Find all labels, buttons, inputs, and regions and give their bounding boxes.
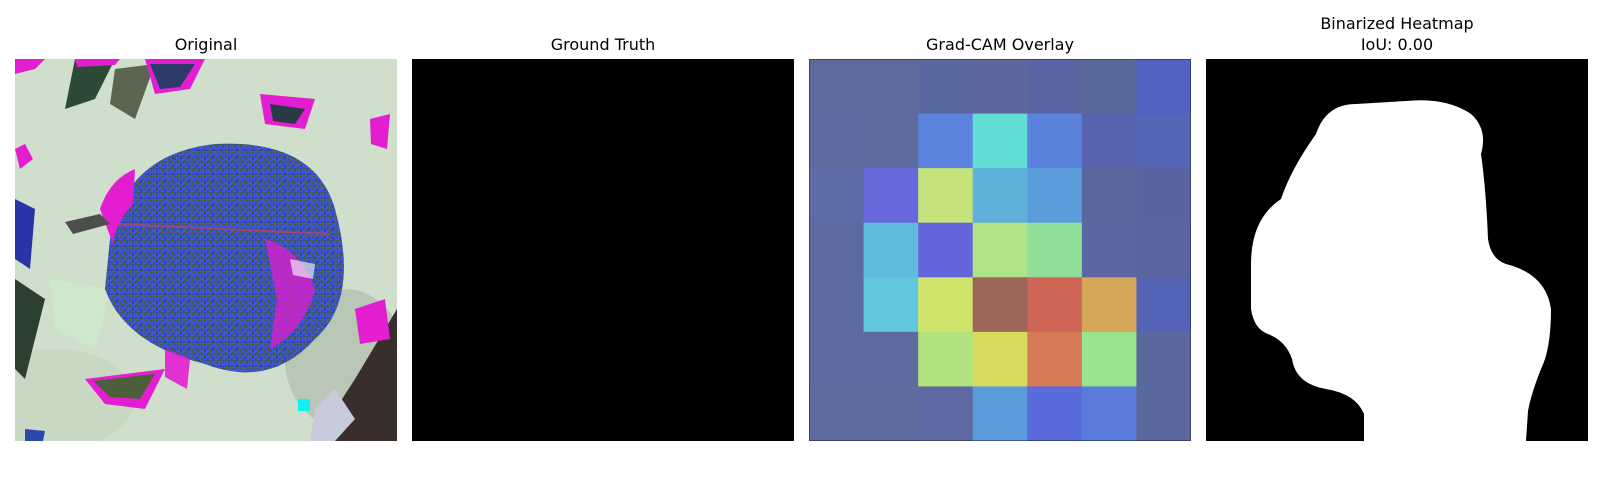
- gradcam-cell: [863, 168, 919, 224]
- gradcam-cell: [1136, 222, 1191, 278]
- gradcam-cell: [1027, 277, 1083, 333]
- gradcam-cell: [809, 277, 865, 333]
- ground-truth-title: Ground Truth: [550, 35, 656, 54]
- gradcam-cell: [918, 59, 974, 115]
- gradcam-cell: [918, 113, 974, 169]
- gradcam-cell: [863, 277, 919, 333]
- gradcam-cell: [809, 331, 865, 388]
- gradcam-cell: [972, 277, 1028, 333]
- gradcam-cell: [972, 59, 1028, 115]
- gradcam-cell: [1081, 331, 1138, 388]
- gradcam-cell: [809, 59, 865, 115]
- iou-label: IoU: 0.00: [1360, 35, 1434, 54]
- gradcam-cell: [863, 222, 919, 278]
- gradcam-cell: [1027, 386, 1083, 441]
- gradcam-title: Grad-CAM Overlay: [926, 35, 1074, 54]
- gradcam-cell: [863, 386, 919, 441]
- gradcam-cell: [1027, 222, 1083, 278]
- gradcam-cell: [1136, 386, 1191, 441]
- gradcam-cell: [1027, 113, 1083, 169]
- binarized-region: [1251, 100, 1551, 441]
- gradcam-cell: [809, 113, 865, 169]
- gradcam-cell: [918, 386, 974, 441]
- gradcam-cell: [1081, 113, 1138, 169]
- gradcam-cell: [1136, 277, 1191, 333]
- gradcam-cell: [1136, 59, 1191, 115]
- gradcam-cell: [809, 386, 865, 441]
- gradcam-cell: [1027, 331, 1083, 388]
- original-title: Original: [174, 35, 238, 54]
- gradcam-cell: [1081, 59, 1138, 115]
- gradcam-cell: [918, 331, 974, 388]
- gradcam-cell: [1136, 113, 1191, 169]
- gradcam-cell: [809, 168, 865, 224]
- gradcam-cell: [1081, 277, 1138, 333]
- gradcam-cell: [972, 113, 1028, 169]
- gradcam-cell: [863, 113, 919, 169]
- gradcam-cell: [1136, 331, 1191, 388]
- gradcam-cell: [972, 331, 1028, 388]
- gradcam-cell: [863, 59, 919, 115]
- gradcam-heatmap-grid: [809, 59, 1191, 441]
- gradcam-cell: [918, 277, 974, 333]
- gradcam-cell: [1027, 168, 1083, 224]
- gradcam-cell: [1081, 222, 1138, 278]
- binarized-heatmap: [1206, 59, 1588, 441]
- gradcam-overlay: [809, 59, 1191, 441]
- gradcam-cell: [1081, 386, 1138, 441]
- ground-truth-mask: [412, 59, 794, 441]
- gradcam-cell: [972, 222, 1028, 278]
- gradcam-cell: [918, 168, 974, 224]
- original-image: [15, 59, 397, 441]
- gradcam-cell: [972, 168, 1028, 224]
- gradcam-cell: [918, 222, 974, 278]
- gradcam-cell: [809, 222, 865, 278]
- gradcam-cell: [1136, 168, 1191, 224]
- gradcam-cell: [1027, 59, 1083, 115]
- gradcam-cell: [863, 331, 919, 388]
- binarized-title: Binarized Heatmap: [1320, 14, 1474, 33]
- gradcam-cell: [972, 386, 1028, 441]
- gradcam-cell: [1081, 168, 1138, 224]
